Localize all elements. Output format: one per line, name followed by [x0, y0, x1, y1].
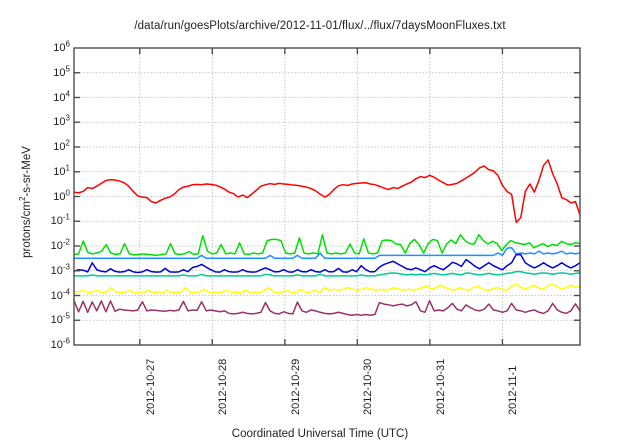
y-tick-exponent: -5	[62, 311, 70, 321]
y-tick-label: 103	[30, 113, 70, 129]
y-tick-mantissa: 10	[53, 66, 66, 79]
x-tick-label: 2012-11-1	[507, 365, 520, 415]
data-series-channel-3	[73, 247, 581, 259]
y-tick-exponent: -1	[62, 212, 70, 222]
y-tick-mantissa: 10	[50, 240, 63, 252]
y-tick-label: 104	[30, 88, 70, 104]
y-tick-exponent: -3	[62, 262, 70, 272]
y-tick-exponent: 6	[65, 39, 70, 49]
y-tick-mantissa: 10	[50, 215, 63, 228]
y-tick-label: 101	[30, 163, 70, 178]
y-tick-mantissa: 10	[50, 289, 63, 302]
y-tick-mantissa: 10	[53, 190, 66, 203]
y-tick-mantissa: 10	[50, 339, 63, 351]
y-tick-mantissa: 10	[50, 264, 63, 277]
y-tick-label: 100	[30, 187, 70, 203]
y-tick-exponent: 3	[65, 113, 70, 123]
x-tick-label: 2012-10-28	[217, 358, 230, 415]
data-series-channel-2	[73, 233, 581, 257]
data-series-channel-7	[73, 299, 581, 316]
y-tick-exponent: -4	[62, 286, 70, 296]
y-tick-exponent: 1	[65, 163, 70, 173]
axis-ticks	[74, 48, 580, 345]
x-tick-label: 2012-10-27	[144, 358, 157, 415]
y-tick-label: 10-4	[30, 286, 70, 302]
y-tick-exponent: -6	[62, 336, 70, 346]
y-tick-exponent: 5	[65, 64, 70, 74]
y-tick-label: 10-2	[30, 237, 70, 252]
y-tick-mantissa: 10	[50, 314, 63, 327]
y-tick-mantissa: 10	[53, 116, 66, 129]
y-tick-label: 10-3	[30, 262, 70, 277]
x-tick-label: 2012-10-31	[434, 358, 447, 415]
y-tick-exponent: -2	[62, 237, 70, 247]
chart-title: /data/run/goesPlots/archive/2012-11-01/f…	[134, 20, 506, 32]
y-tick-label: 10-6	[30, 336, 70, 351]
x-tick-label: 2012-10-29	[289, 358, 302, 415]
y-tick-mantissa: 10	[53, 165, 66, 178]
data-series-channel-5	[73, 270, 581, 277]
y-tick-exponent: 0	[65, 187, 70, 197]
y-tick-mantissa: 10	[53, 42, 66, 54]
y-tick-label: 105	[30, 64, 70, 79]
x-tick-label: 2012-10-30	[362, 358, 375, 415]
data-series-layer	[73, 159, 581, 316]
y-tick-label: 106	[30, 39, 70, 54]
data-series-channel-1	[73, 159, 581, 224]
x-axis-label: Coordinated Universal Time (UTC)	[231, 428, 409, 440]
y-tick-label: 102	[30, 138, 70, 153]
data-series-channel-4	[73, 253, 581, 274]
y-tick-label: 10-1	[30, 212, 70, 228]
y-axis-tick-labels: 106 105 104 103 102 101 100 10-1 10-2 10-3 10-4 10-…	[22, 0, 70, 448]
y-tick-label: 10-5	[30, 311, 70, 327]
y-tick-exponent: 4	[65, 88, 70, 98]
y-tick-exponent: 2	[65, 138, 70, 148]
data-series-channel-6	[73, 283, 581, 294]
y-tick-mantissa: 10	[53, 141, 66, 153]
y-tick-mantissa: 10	[53, 91, 66, 104]
